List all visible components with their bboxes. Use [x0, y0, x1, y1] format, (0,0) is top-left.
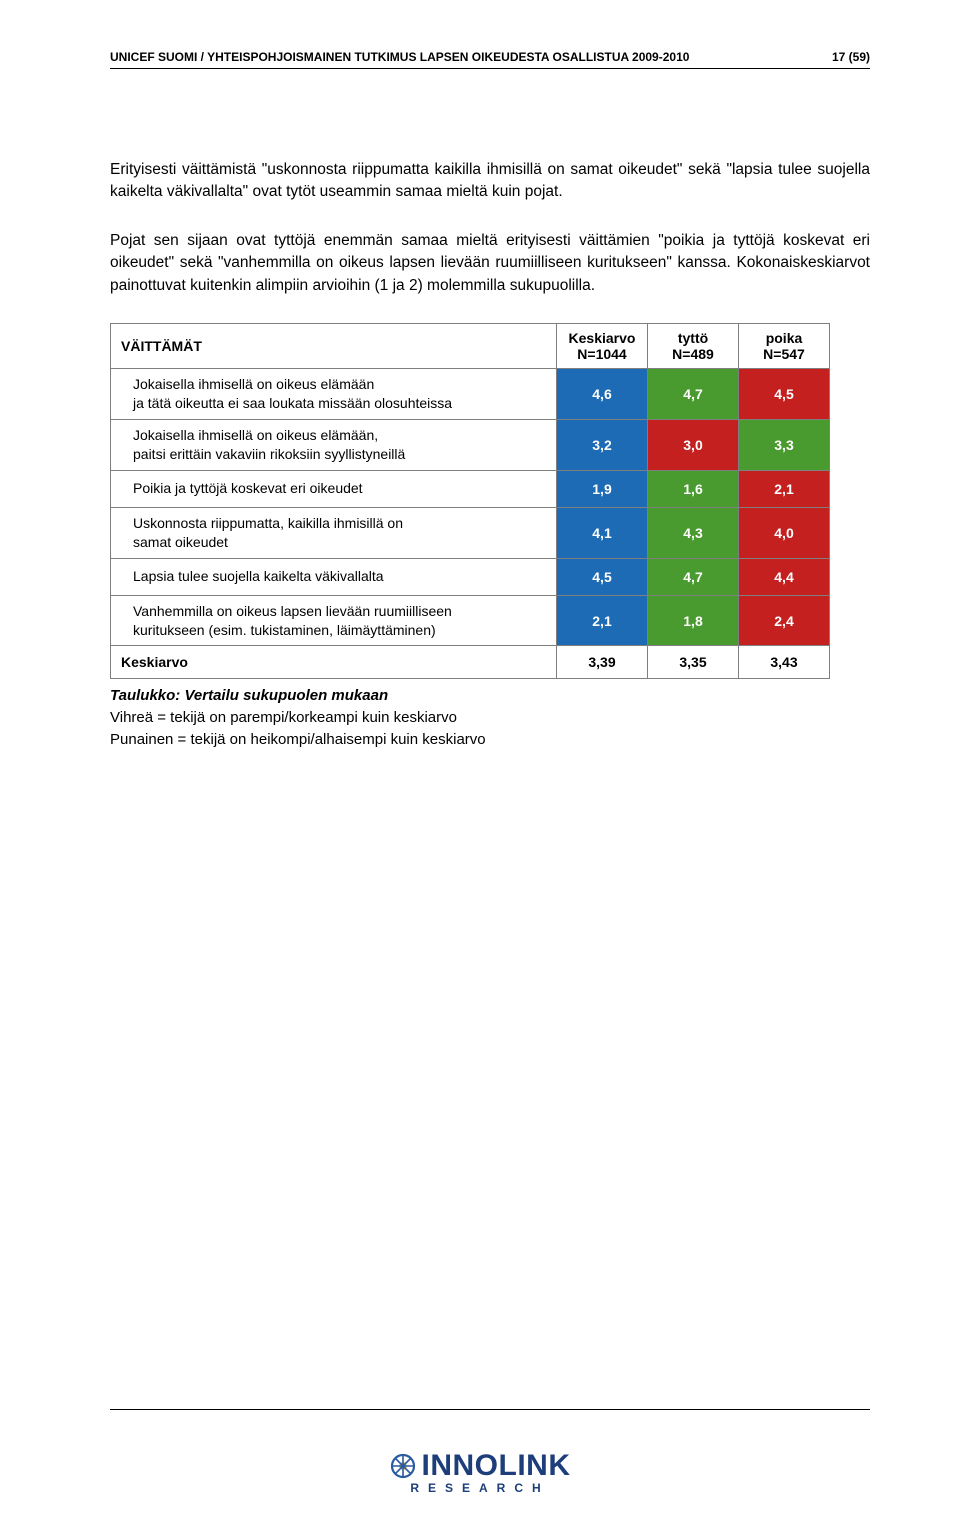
- footer-logo: INNOLINK RESEARCH: [370, 1449, 590, 1495]
- value-cell: 4,3: [648, 507, 739, 558]
- col-header-girl-a: tyttö: [678, 330, 708, 346]
- table-row: Jokaisella ihmisellä on oikeus elämään,p…: [111, 420, 830, 471]
- table-caption: Taulukko: Vertailu sukupuolen mukaan Vih…: [110, 685, 870, 750]
- comparison-table: VÄITTÄMÄT Keskiarvo N=1044 tyttö N=489 p…: [110, 323, 830, 679]
- header-title: UNICEF SUOMI / YHTEISPOHJOISMAINEN TUTKI…: [110, 50, 689, 64]
- footer-divider: [110, 1409, 870, 1410]
- footer-v2: 3,35: [648, 646, 739, 679]
- table-row: Poikia ja tyttöjä koskevat eri oikeudet1…: [111, 470, 830, 507]
- table-row: Jokaisella ihmisellä on oikeus elämäänja…: [111, 369, 830, 420]
- col-header-label: VÄITTÄMÄT: [111, 324, 557, 369]
- col-header-girl: tyttö N=489: [648, 324, 739, 369]
- page: UNICEF SUOMI / YHTEISPOHJOISMAINEN TUTKI…: [0, 0, 960, 1530]
- caption-line-1: Vihreä = tekijä on parempi/korkeampi kui…: [110, 707, 870, 729]
- col-header-boy-b: N=547: [763, 346, 805, 362]
- logo-icon: [390, 1453, 416, 1479]
- value-cell: 4,5: [557, 558, 648, 595]
- value-cell: 4,4: [739, 558, 830, 595]
- col-header-avg: Keskiarvo N=1044: [557, 324, 648, 369]
- row-label: Poikia ja tyttöjä koskevat eri oikeudet: [111, 470, 557, 507]
- col-header-avg-a: Keskiarvo: [569, 330, 636, 346]
- value-cell: 2,1: [739, 470, 830, 507]
- table-row: Lapsia tulee suojella kaikelta väkivalla…: [111, 558, 830, 595]
- caption-line-2: Punainen = tekijä on heikompi/alhaisempi…: [110, 729, 870, 751]
- table-row: Vanhemmilla on oikeus lapsen lievään ruu…: [111, 595, 830, 646]
- page-header: UNICEF SUOMI / YHTEISPOHJOISMAINEN TUTKI…: [110, 50, 870, 69]
- caption-title: Taulukko: Vertailu sukupuolen mukaan: [110, 685, 870, 707]
- row-label: Uskonnosta riippumatta, kaikilla ihmisil…: [111, 507, 557, 558]
- value-cell: 2,1: [557, 595, 648, 646]
- value-cell: 4,7: [648, 558, 739, 595]
- page-number: 17 (59): [832, 50, 870, 64]
- table-header-row: VÄITTÄMÄT Keskiarvo N=1044 tyttö N=489 p…: [111, 324, 830, 369]
- footer-v1: 3,39: [557, 646, 648, 679]
- paragraph-1: Erityisesti väittämistä "uskonnosta riip…: [110, 159, 870, 204]
- col-header-boy: poika N=547: [739, 324, 830, 369]
- value-cell: 2,4: [739, 595, 830, 646]
- value-cell: 1,9: [557, 470, 648, 507]
- row-label: Jokaisella ihmisellä on oikeus elämään,p…: [111, 420, 557, 471]
- value-cell: 4,6: [557, 369, 648, 420]
- value-cell: 1,8: [648, 595, 739, 646]
- row-label: Jokaisella ihmisellä on oikeus elämäänja…: [111, 369, 557, 420]
- logo-name: INNOLINK: [422, 1449, 571, 1483]
- col-header-girl-b: N=489: [672, 346, 714, 362]
- value-cell: 1,6: [648, 470, 739, 507]
- table-footer-row: Keskiarvo 3,39 3,35 3,43: [111, 646, 830, 679]
- value-cell: 3,0: [648, 420, 739, 471]
- value-cell: 4,5: [739, 369, 830, 420]
- row-label: Lapsia tulee suojella kaikelta väkivalla…: [111, 558, 557, 595]
- footer-v3: 3,43: [739, 646, 830, 679]
- value-cell: 3,3: [739, 420, 830, 471]
- logo-top: INNOLINK: [370, 1449, 590, 1483]
- footer-label: Keskiarvo: [111, 646, 557, 679]
- row-label: Vanhemmilla on oikeus lapsen lievään ruu…: [111, 595, 557, 646]
- paragraph-2: Pojat sen sijaan ovat tyttöjä enemmän sa…: [110, 230, 870, 297]
- table-row: Uskonnosta riippumatta, kaikilla ihmisil…: [111, 507, 830, 558]
- value-cell: 4,1: [557, 507, 648, 558]
- value-cell: 4,0: [739, 507, 830, 558]
- col-header-avg-b: N=1044: [577, 346, 626, 362]
- value-cell: 4,7: [648, 369, 739, 420]
- col-header-boy-a: poika: [766, 330, 803, 346]
- value-cell: 3,2: [557, 420, 648, 471]
- logo-sub: RESEARCH: [370, 1481, 590, 1495]
